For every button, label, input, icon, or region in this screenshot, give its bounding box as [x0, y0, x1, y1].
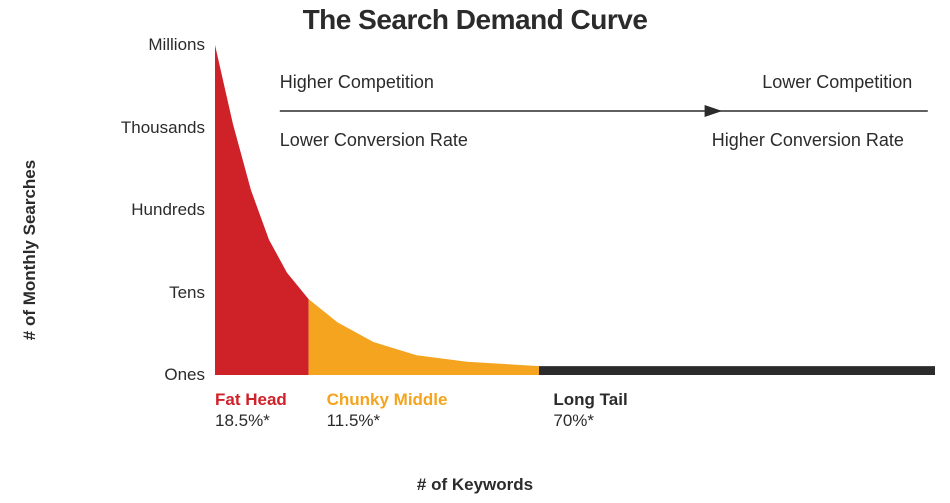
y-tick: Ones [55, 365, 205, 385]
annotation-arrow-head [705, 105, 723, 117]
chart-viewport: The Search Demand Curve # of Monthly Sea… [0, 0, 950, 503]
segment-label: Chunky Middle11.5%* [327, 389, 448, 432]
segment-area [539, 366, 935, 375]
annotation-bot_left: Lower Conversion Rate [280, 130, 468, 151]
plot-area [215, 45, 935, 375]
segment-label: Fat Head18.5%* [215, 389, 287, 432]
x-axis-label: # of Keywords [0, 475, 950, 495]
y-tick: Millions [55, 35, 205, 55]
y-tick: Tens [55, 283, 205, 303]
segment-label-name: Fat Head [215, 389, 287, 410]
segment-label-percent: 18.5%* [215, 410, 287, 431]
y-tick: Thousands [55, 118, 205, 138]
segment-label-name: Chunky Middle [327, 389, 448, 410]
segment-label-name: Long Tail [553, 389, 627, 410]
segment-label-percent: 11.5%* [327, 410, 448, 431]
y-tick: Hundreds [55, 200, 205, 220]
segment-label-percent: 70%* [553, 410, 627, 431]
segment-area [215, 45, 309, 375]
annotation-top_right: Lower Competition [762, 72, 912, 93]
segment-area [309, 299, 539, 375]
annotation-bot_right: Higher Conversion Rate [712, 130, 904, 151]
chart-title: The Search Demand Curve [0, 4, 950, 36]
y-axis-label: # of Monthly Searches [20, 160, 40, 340]
segment-label: Long Tail70%* [553, 389, 627, 432]
annotation-top_left: Higher Competition [280, 72, 434, 93]
